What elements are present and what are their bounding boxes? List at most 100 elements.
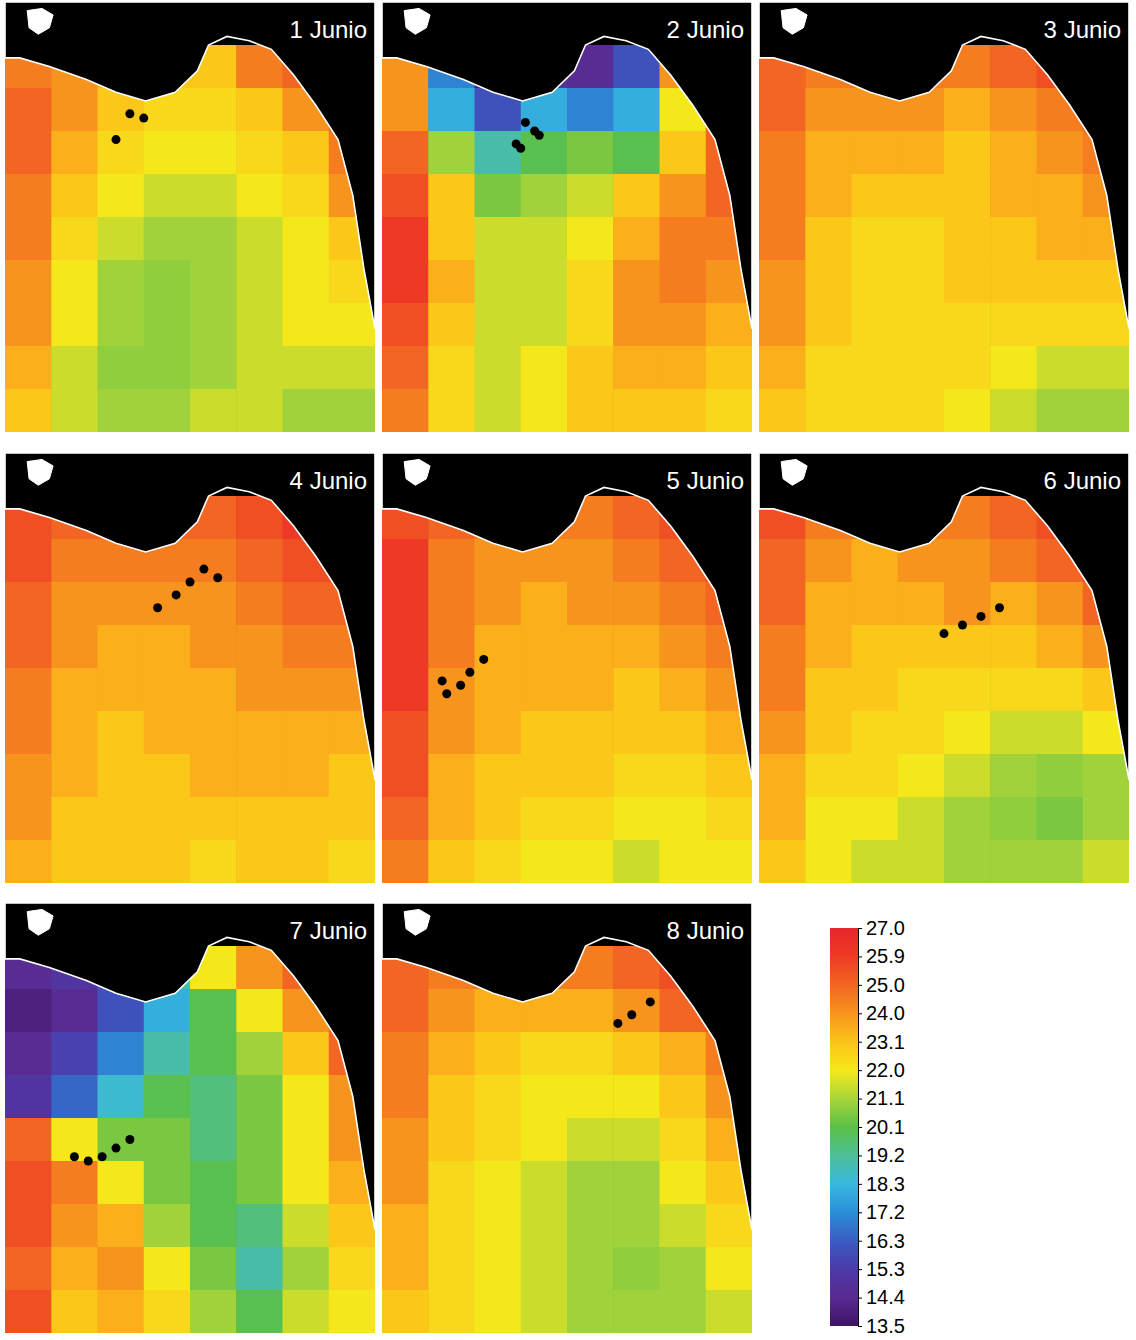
sst-cell (428, 260, 475, 304)
sst-cell (428, 1290, 475, 1333)
sst-cell (51, 88, 98, 132)
sst-cell (5, 303, 52, 347)
sst-cell (144, 1032, 191, 1076)
sst-cell (5, 346, 52, 390)
sst-cell (190, 989, 237, 1033)
sst-cell (1037, 840, 1084, 883)
sst-cell (990, 217, 1037, 261)
sst-cell (521, 668, 568, 712)
sst-cell (898, 711, 945, 755)
tick-mark (858, 1042, 862, 1043)
sst-cell (759, 131, 806, 175)
sst-cell (329, 389, 375, 432)
sst-cell (98, 1075, 145, 1119)
sst-cell (521, 174, 568, 218)
sst-cell (852, 217, 899, 261)
sst-cell (567, 131, 614, 175)
map-panel: 8 Junio (382, 903, 753, 1334)
sst-cell (428, 625, 475, 669)
station (438, 676, 447, 685)
station (940, 629, 949, 638)
sst-cell (613, 1032, 660, 1076)
sst-cell (190, 797, 237, 841)
sst-cell (283, 754, 330, 798)
sst-cell (144, 131, 191, 175)
sst-cell (283, 303, 330, 347)
station (139, 114, 148, 123)
sst-cell (51, 668, 98, 712)
sst-cell (98, 1204, 145, 1248)
sst-cell (1037, 754, 1084, 798)
sst-cell (759, 88, 806, 132)
sst-cell (567, 668, 614, 712)
panel-title: 7 Junio (290, 917, 367, 944)
sst-cell (1083, 389, 1129, 432)
sst-cell (283, 389, 330, 432)
sst-cell (567, 303, 614, 347)
tick-mark (858, 1298, 862, 1299)
sst-cell (236, 840, 283, 883)
sst-cell (5, 88, 52, 132)
station (186, 578, 195, 587)
sst-cell (475, 668, 522, 712)
tick-mark (858, 985, 862, 986)
sst-cell (521, 303, 568, 347)
tick-label: 19.2 (866, 1144, 905, 1166)
sst-cell (144, 797, 191, 841)
map-panel: 6 Junio (759, 453, 1130, 884)
sst-cell (567, 582, 614, 626)
sst-cell (144, 668, 191, 712)
panel-background (5, 453, 375, 883)
sst-cell (660, 840, 707, 883)
sst-cell (428, 582, 475, 626)
station (125, 109, 134, 118)
sst-cell (613, 260, 660, 304)
land (759, 453, 1129, 780)
sst-cell (567, 754, 614, 798)
sst-cell (190, 389, 237, 432)
colorbar: 27.025.925.024.023.122.021.120.119.218.3… (830, 917, 905, 1337)
sst-cell (660, 1204, 707, 1248)
sst-cell (613, 989, 660, 1033)
island (781, 459, 807, 485)
station (627, 1010, 636, 1019)
sst-cell (706, 1204, 752, 1248)
sst-cell (5, 797, 52, 841)
sst-cell (98, 303, 145, 347)
sst-cell (660, 1032, 707, 1076)
sst-cell (852, 131, 899, 175)
sst-cell (759, 625, 806, 669)
sst-cell (98, 1247, 145, 1291)
sst-cell (428, 754, 475, 798)
map-panel: 2 Junio (382, 2, 753, 433)
station (199, 565, 208, 574)
sst-cell (98, 582, 145, 626)
sst-cell (660, 346, 707, 390)
tick: 13.5 (858, 1315, 905, 1337)
map-panel: 5 Junio (382, 453, 753, 884)
sst-cell (521, 754, 568, 798)
sst-cell (759, 539, 806, 583)
sst-cell (5, 131, 52, 175)
sst-cell (236, 303, 283, 347)
sst-cell (898, 582, 945, 626)
sst-cell (898, 346, 945, 390)
sst-cell (428, 797, 475, 841)
sst-cell (805, 840, 852, 883)
sst-cell (852, 797, 899, 841)
sst-cell (382, 260, 429, 304)
sst-cell (428, 989, 475, 1033)
panel-background (759, 453, 1129, 883)
sst-cell (990, 840, 1037, 883)
sst-cell (805, 539, 852, 583)
sst-cell (805, 217, 852, 261)
sst-cell (51, 1204, 98, 1248)
sst-cell (759, 389, 806, 432)
sst-cell (852, 625, 899, 669)
sst-cell (805, 668, 852, 712)
sst-cell (898, 260, 945, 304)
sst-cell (706, 389, 752, 432)
sst-cell (190, 260, 237, 304)
sst-cell (567, 989, 614, 1033)
sst-cell (51, 1118, 98, 1162)
